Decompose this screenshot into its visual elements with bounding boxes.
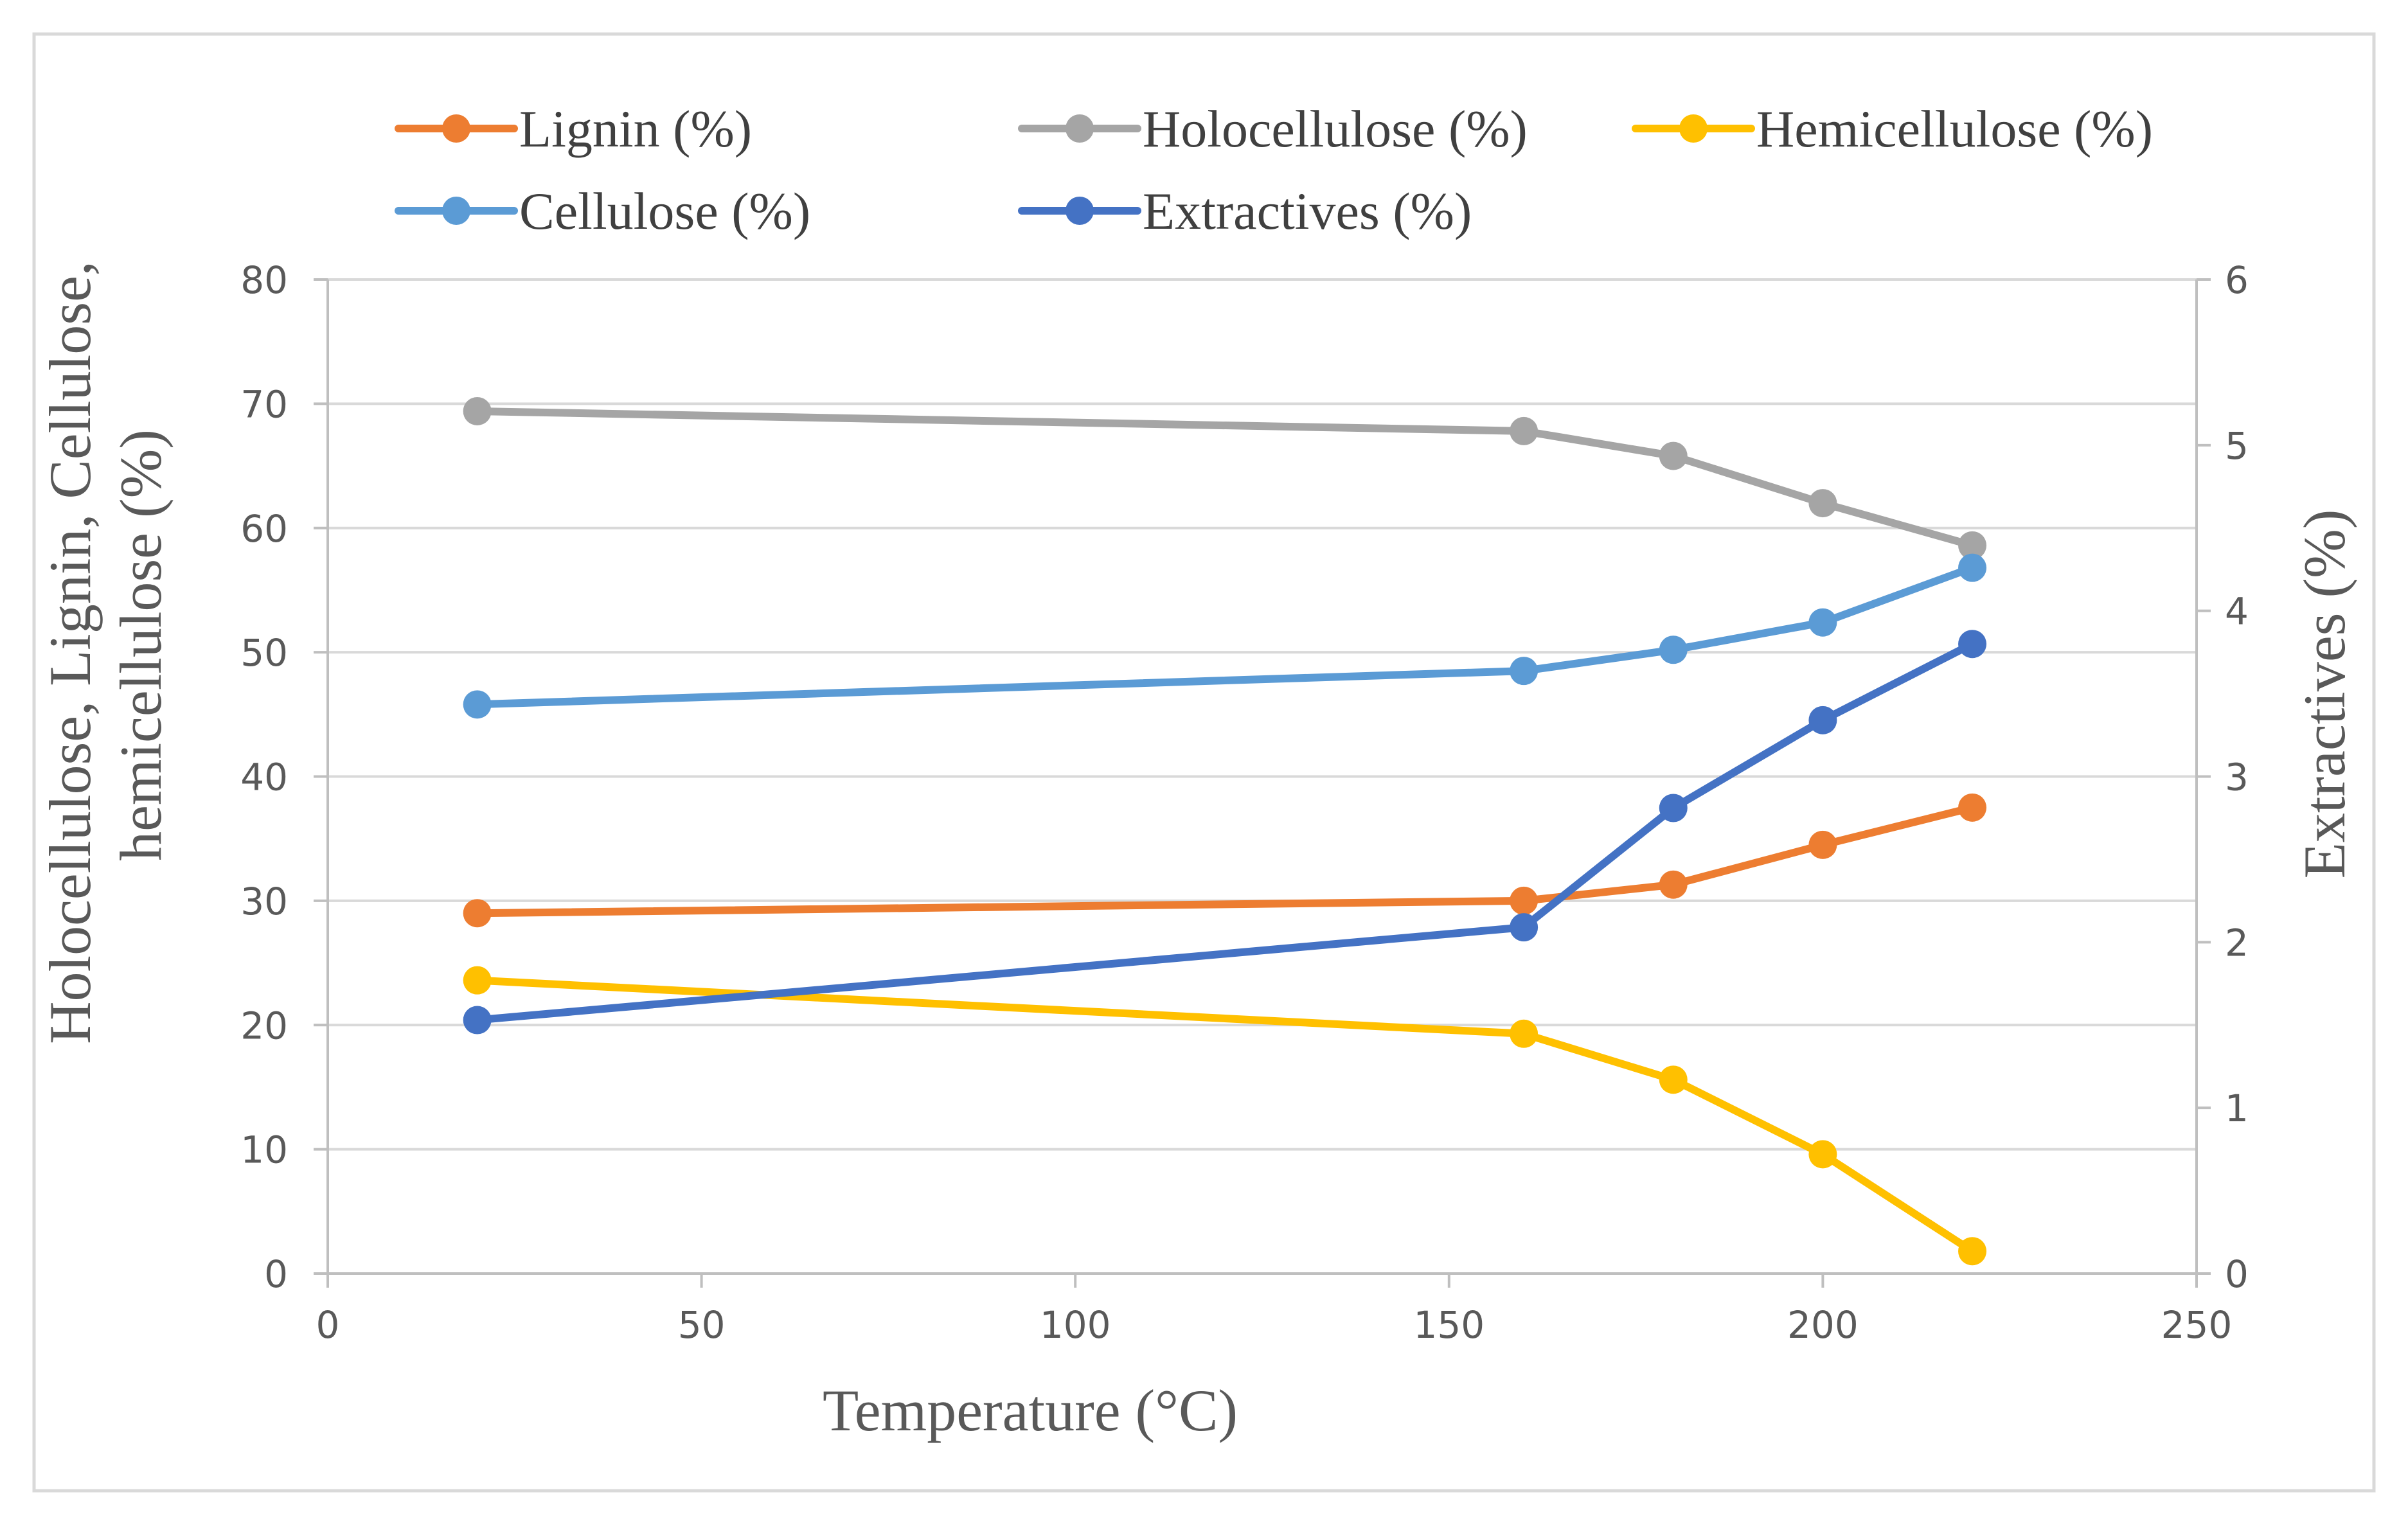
y-tick-label-50: 50: [240, 631, 288, 675]
data-point-lignin-200: [1808, 830, 1837, 859]
series-holocellulose: [463, 396, 1987, 560]
y2-tick-label-6: 6: [2225, 258, 2249, 302]
legend-label-lignin: Lignin (%): [519, 100, 752, 158]
legend-swatch-marker-cellulose: [442, 197, 470, 225]
data-point-hemicellulose-20: [463, 966, 492, 995]
data-point-cellulose-20: [463, 690, 492, 719]
data-point-holocellulose-180: [1659, 441, 1688, 470]
data-point-hemicellulose-200: [1808, 1140, 1837, 1169]
legend-item-hemicellulose: Hemicellulose (%): [1632, 100, 2153, 158]
data-point-lignin-180: [1659, 870, 1688, 899]
y-tick-label-70: 70: [240, 382, 288, 426]
chart-border: [32, 32, 2376, 1493]
y-axis-title-line-2: hemicellulose (%): [108, 429, 174, 861]
legend-label-cellulose: Cellulose (%): [519, 182, 810, 240]
data-point-holocellulose-160: [1510, 416, 1538, 445]
y2-tick-label-5: 5: [2225, 424, 2249, 468]
y-tick-label-10: 10: [240, 1128, 288, 1172]
series-hemicellulose: [463, 966, 1987, 1266]
series-lines: [463, 396, 1987, 1266]
series-cellulose: [463, 553, 1987, 719]
legend-item-cellulose: Cellulose (%): [395, 182, 810, 240]
data-point-extractives-180: [1659, 794, 1688, 822]
series-extractives: [463, 630, 1987, 1035]
data-point-hemicellulose-220: [1958, 1237, 1987, 1266]
y-tick-label-20: 20: [240, 1004, 288, 1047]
data-point-holocellulose-200: [1808, 489, 1837, 518]
data-point-extractives-20: [463, 1006, 492, 1035]
y-axis-title: Holocellulose, Lignin, Cellulose, hemice…: [37, 246, 174, 1044]
data-point-extractives-160: [1510, 913, 1538, 942]
y2-tick-label-1: 1: [2225, 1087, 2249, 1130]
data-point-cellulose-160: [1510, 657, 1538, 686]
legend-label-extractives: Extractives (%): [1143, 182, 1472, 240]
legend-label-holocellulose: Holocellulose (%): [1143, 100, 1528, 158]
legend-item-extractives: Extractives (%): [1018, 182, 1472, 240]
y-tick-label-40: 40: [240, 756, 288, 799]
y2-tick-label-2: 2: [2225, 921, 2249, 964]
x-tick-label-150: 150: [1413, 1303, 1485, 1347]
legend: Lignin (%) Holocellulose (%) Hemicellulose…: [395, 100, 2153, 240]
x-tick-label-50: 50: [678, 1303, 726, 1347]
y-tick-label-0: 0: [264, 1252, 288, 1296]
data-point-holocellulose-220: [1958, 531, 1987, 560]
y-tick-label-30: 30: [240, 880, 288, 923]
x-tick-label-200: 200: [1787, 1303, 1859, 1347]
y2-tick-label-3: 3: [2225, 756, 2249, 799]
data-point-cellulose-180: [1659, 635, 1688, 664]
y-tick-label-80: 80: [240, 258, 288, 302]
series-lignin: [463, 793, 1987, 928]
x-tick-label-250: 250: [2161, 1303, 2233, 1347]
data-point-lignin-20: [463, 899, 492, 928]
legend-swatch-marker-holocellulose: [1066, 114, 1094, 143]
y2-tick-label-4: 4: [2225, 590, 2249, 634]
axes: [314, 278, 2211, 1288]
legend-swatch-marker-hemicellulose: [1679, 114, 1708, 143]
y2-axis-title: Extractives (%): [2292, 510, 2357, 879]
y-tick-label-60: 60: [240, 507, 288, 551]
data-point-lignin-160: [1510, 886, 1538, 915]
data-point-extractives-220: [1958, 630, 1987, 659]
data-point-cellulose-220: [1958, 553, 1987, 582]
data-point-extractives-200: [1808, 706, 1837, 734]
x-tick-label-100: 100: [1040, 1303, 1111, 1347]
legend-swatch-marker-extractives: [1066, 197, 1094, 225]
legend-swatch-marker-lignin: [442, 114, 470, 143]
x-tick-label-0: 0: [316, 1303, 340, 1347]
legend-item-holocellulose: Holocellulose (%): [1018, 100, 1528, 158]
data-point-cellulose-200: [1808, 608, 1837, 637]
x-axis-title: Temperature (°C): [823, 1378, 1238, 1443]
data-point-hemicellulose-160: [1510, 1019, 1538, 1048]
legend-item-lignin: Lignin (%): [395, 100, 752, 158]
y-axis-title-line-1: Holocellulose, Lignin, Cellulose,: [37, 261, 103, 1044]
data-point-hemicellulose-180: [1659, 1065, 1688, 1094]
y2-tick-label-0: 0: [2225, 1252, 2249, 1296]
data-point-holocellulose-20: [463, 396, 492, 425]
legend-label-hemicellulose: Hemicellulose (%): [1756, 100, 2153, 158]
data-point-lignin-220: [1958, 793, 1987, 822]
